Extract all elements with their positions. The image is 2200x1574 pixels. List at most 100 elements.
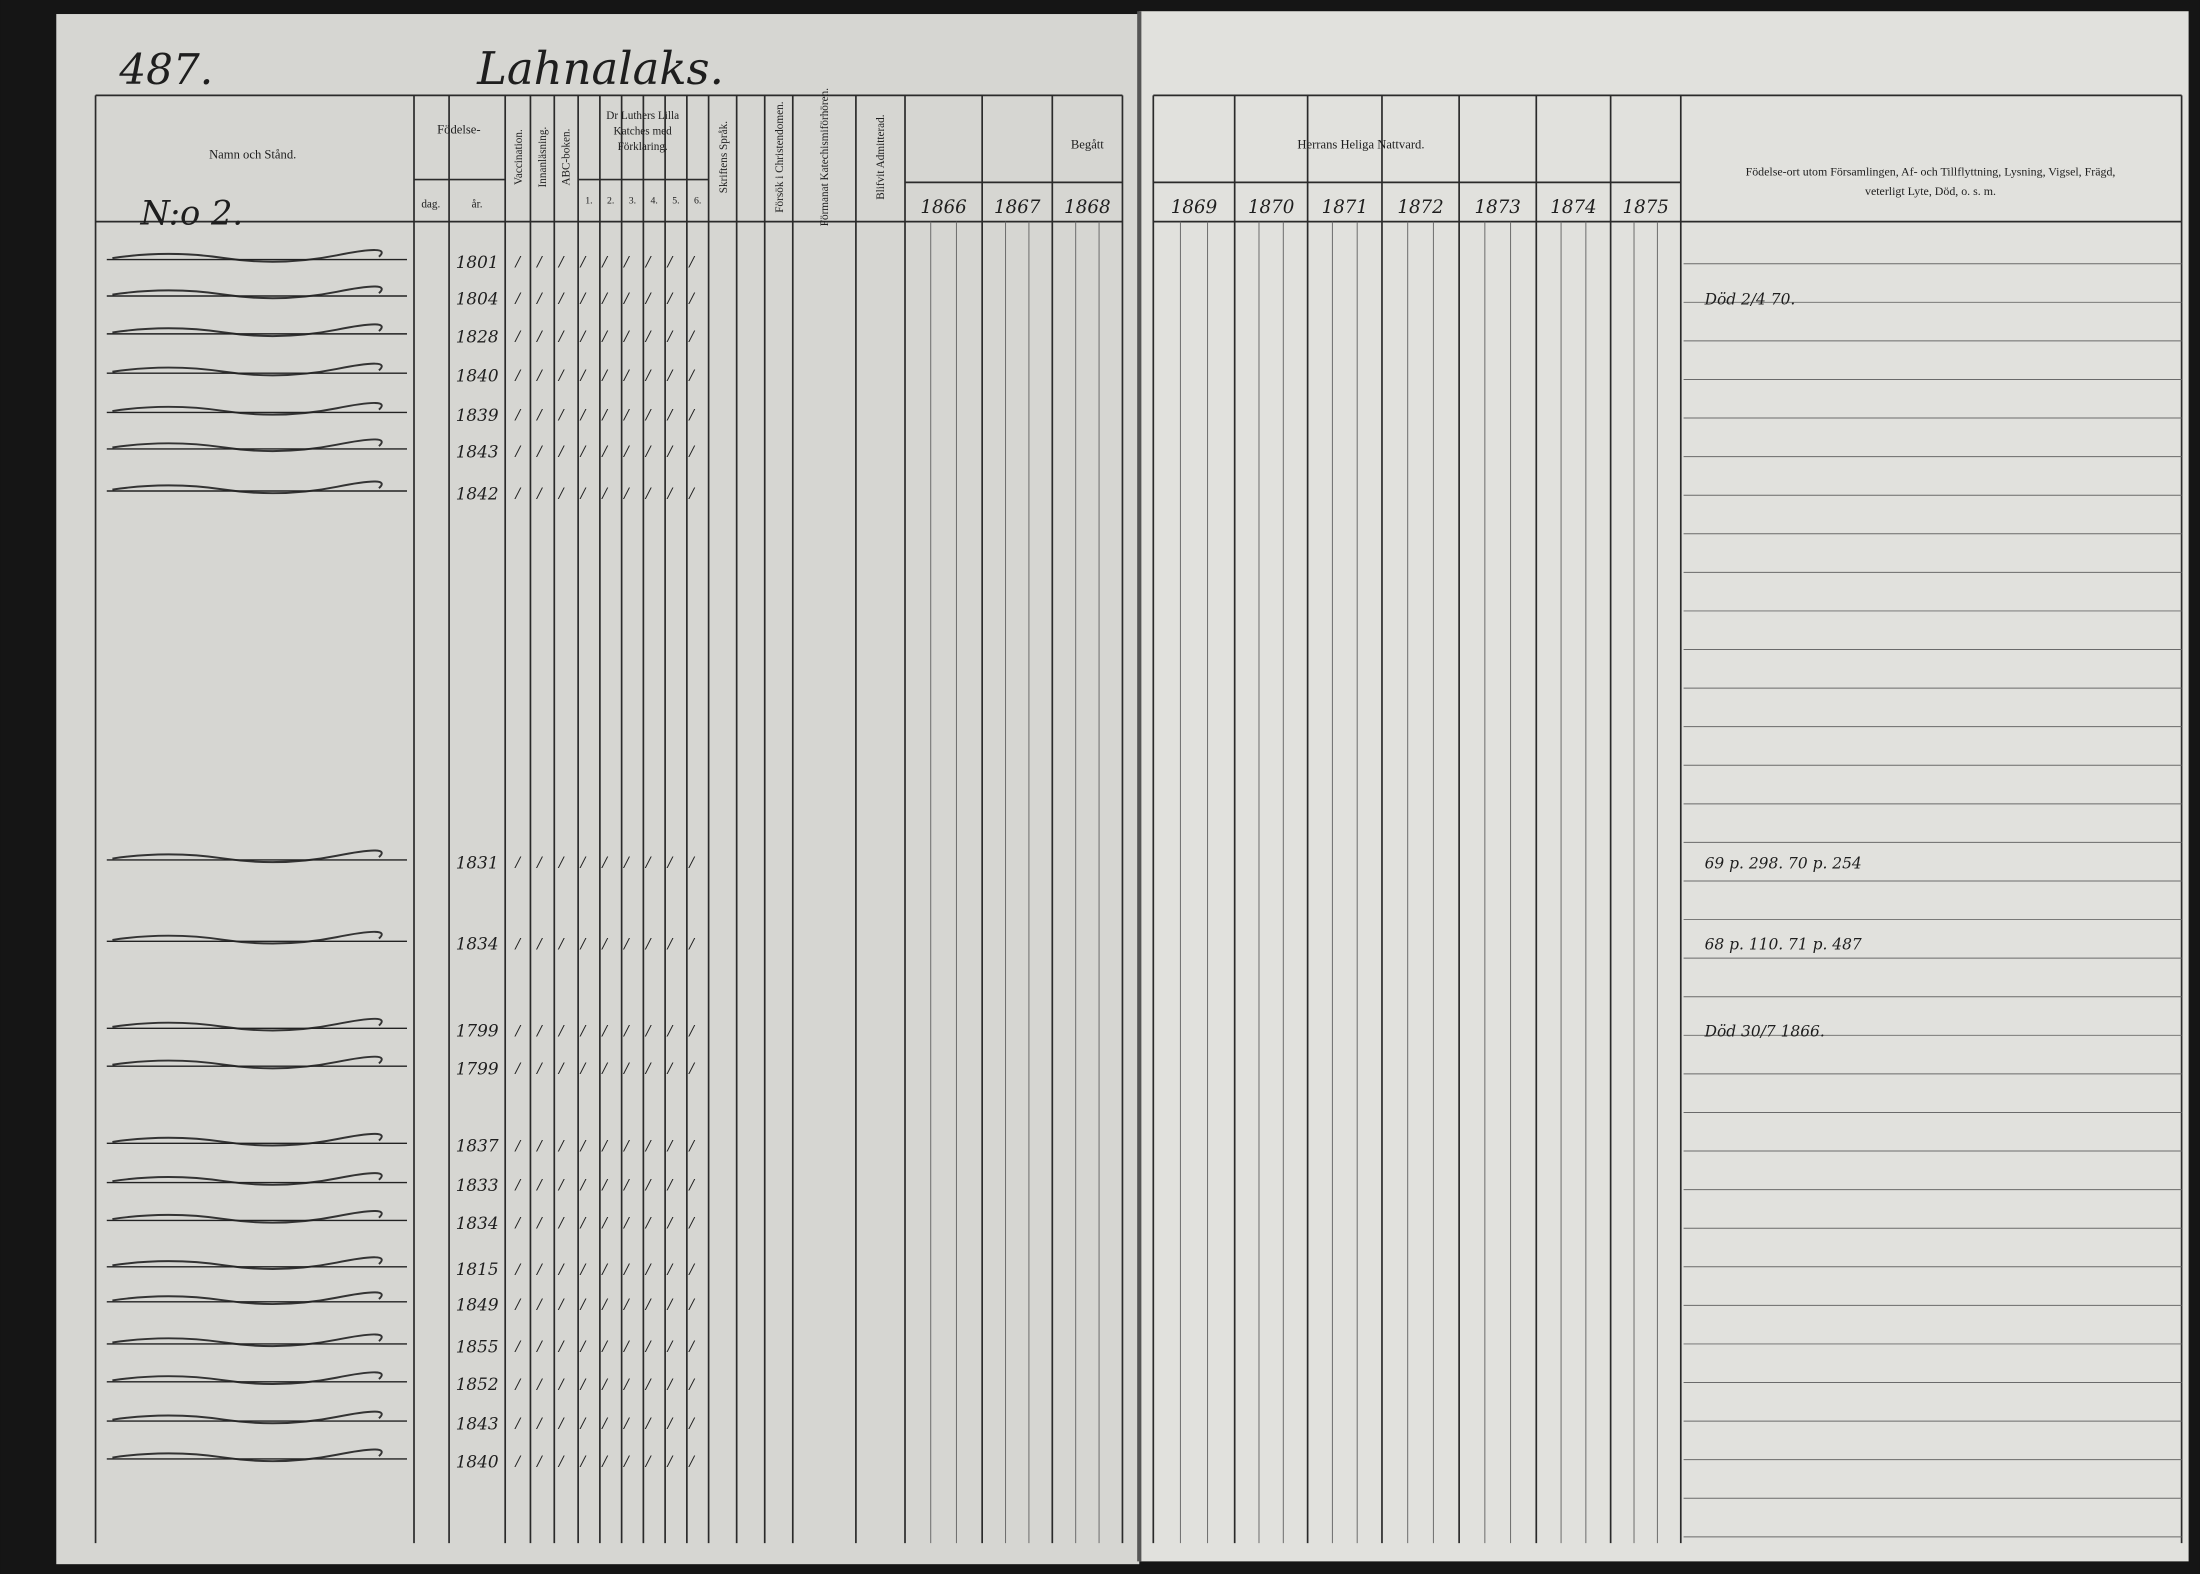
struck-name (112, 1410, 383, 1425)
remark: Död 2/4 70. (1704, 290, 1796, 308)
tick: / (622, 291, 630, 307)
tick: / (557, 1138, 565, 1154)
tick: / (600, 855, 608, 871)
birth-year: 1834 (456, 1213, 499, 1233)
column-header: ABC-boken. (561, 128, 573, 185)
tick: / (513, 368, 521, 384)
year-header: 1871 (1322, 197, 1368, 218)
struck-name (112, 930, 383, 945)
tick: / (557, 1416, 565, 1432)
struck-name (112, 362, 383, 377)
year-header: 1874 (1550, 197, 1596, 218)
tick: / (557, 255, 565, 271)
struck-name (112, 1172, 383, 1186)
birth-year: 1852 (456, 1374, 499, 1394)
struck-name (112, 1448, 383, 1463)
tick: / (535, 1215, 543, 1231)
tick: / (535, 444, 543, 460)
tick: / (600, 1297, 608, 1313)
table-rules (94, 94, 2183, 1544)
tick: / (535, 486, 543, 502)
birth-year: 1837 (456, 1136, 499, 1156)
year-header: 1873 (1475, 197, 1521, 218)
tick: / (535, 1416, 543, 1432)
tick: / (666, 1297, 674, 1313)
tick: / (687, 1178, 695, 1194)
tick: / (622, 1178, 630, 1194)
birth-year: 1840 (456, 366, 499, 386)
tick: / (622, 855, 630, 871)
tick: / (513, 1262, 521, 1278)
tick: / (666, 1178, 674, 1194)
tick: / (600, 444, 608, 460)
birth-year: 1834 (456, 934, 499, 954)
tick: / (687, 1297, 695, 1313)
tick: / (644, 1377, 652, 1393)
tick: / (600, 291, 608, 307)
tick: / (644, 936, 652, 952)
tick: / (513, 1297, 521, 1313)
tick: / (557, 486, 565, 502)
tick: / (622, 1416, 630, 1432)
tick: / (666, 1061, 674, 1077)
column-header: Blifvit Admitterad. (875, 114, 887, 200)
tick: / (579, 255, 587, 271)
birth-year: 1849 (456, 1294, 499, 1314)
tick: / (600, 255, 608, 271)
tick: / (579, 1416, 587, 1432)
remark: 69 p. 298. 70 p. 254 (1705, 854, 1862, 872)
tick: / (557, 1262, 565, 1278)
birth-year: 1842 (456, 483, 499, 503)
column-header: Herrans Heliga Nattvard. (1297, 138, 1424, 152)
tick: / (557, 855, 565, 871)
struck-name (112, 1291, 383, 1306)
tick: / (666, 1215, 674, 1231)
tick: / (513, 1377, 521, 1393)
tick: / (622, 486, 630, 502)
tick: / (600, 486, 608, 502)
tick: / (600, 1339, 608, 1355)
tick: / (622, 936, 630, 952)
year-header: 1869 (1171, 197, 1218, 218)
birth-year: 1843 (456, 1414, 499, 1434)
tick: / (535, 291, 543, 307)
tick: / (513, 291, 521, 307)
tick: / (513, 1416, 521, 1432)
tick: / (579, 936, 587, 952)
tick: / (644, 329, 652, 345)
tick: / (622, 1339, 630, 1355)
tick: / (687, 936, 695, 952)
tick: / (687, 1416, 695, 1432)
tick: / (666, 255, 674, 271)
tick: / (644, 1416, 652, 1432)
struck-name (112, 1055, 383, 1070)
content: Vaccination. Innanläsning. ABC-boken. Skrif… (106, 88, 2115, 1471)
birth-year: 1843 (456, 441, 499, 461)
tick: / (666, 1262, 674, 1278)
tick: / (600, 1178, 608, 1194)
struck-name (112, 1210, 383, 1224)
tick: / (644, 1339, 652, 1355)
tick: / (557, 1215, 565, 1231)
struck-name (112, 849, 383, 864)
tick: / (622, 329, 630, 345)
tick: / (579, 1215, 587, 1231)
tick: / (622, 1297, 630, 1313)
tick: / (644, 1023, 652, 1039)
tick: / (579, 1339, 587, 1355)
tick: / (687, 368, 695, 384)
tick: / (535, 1262, 543, 1278)
tick: / (622, 368, 630, 384)
tick: / (557, 1377, 565, 1393)
tick: / (557, 1297, 565, 1313)
struck-name (112, 1256, 383, 1270)
tick: / (622, 1023, 630, 1039)
tick: / (687, 255, 695, 271)
tick: / (600, 1215, 608, 1231)
column-header: Vaccination. (513, 129, 525, 185)
tick: / (535, 329, 543, 345)
year-header: 1875 (1623, 197, 1669, 218)
tick: / (579, 1138, 587, 1154)
year-header: 1872 (1397, 197, 1443, 218)
